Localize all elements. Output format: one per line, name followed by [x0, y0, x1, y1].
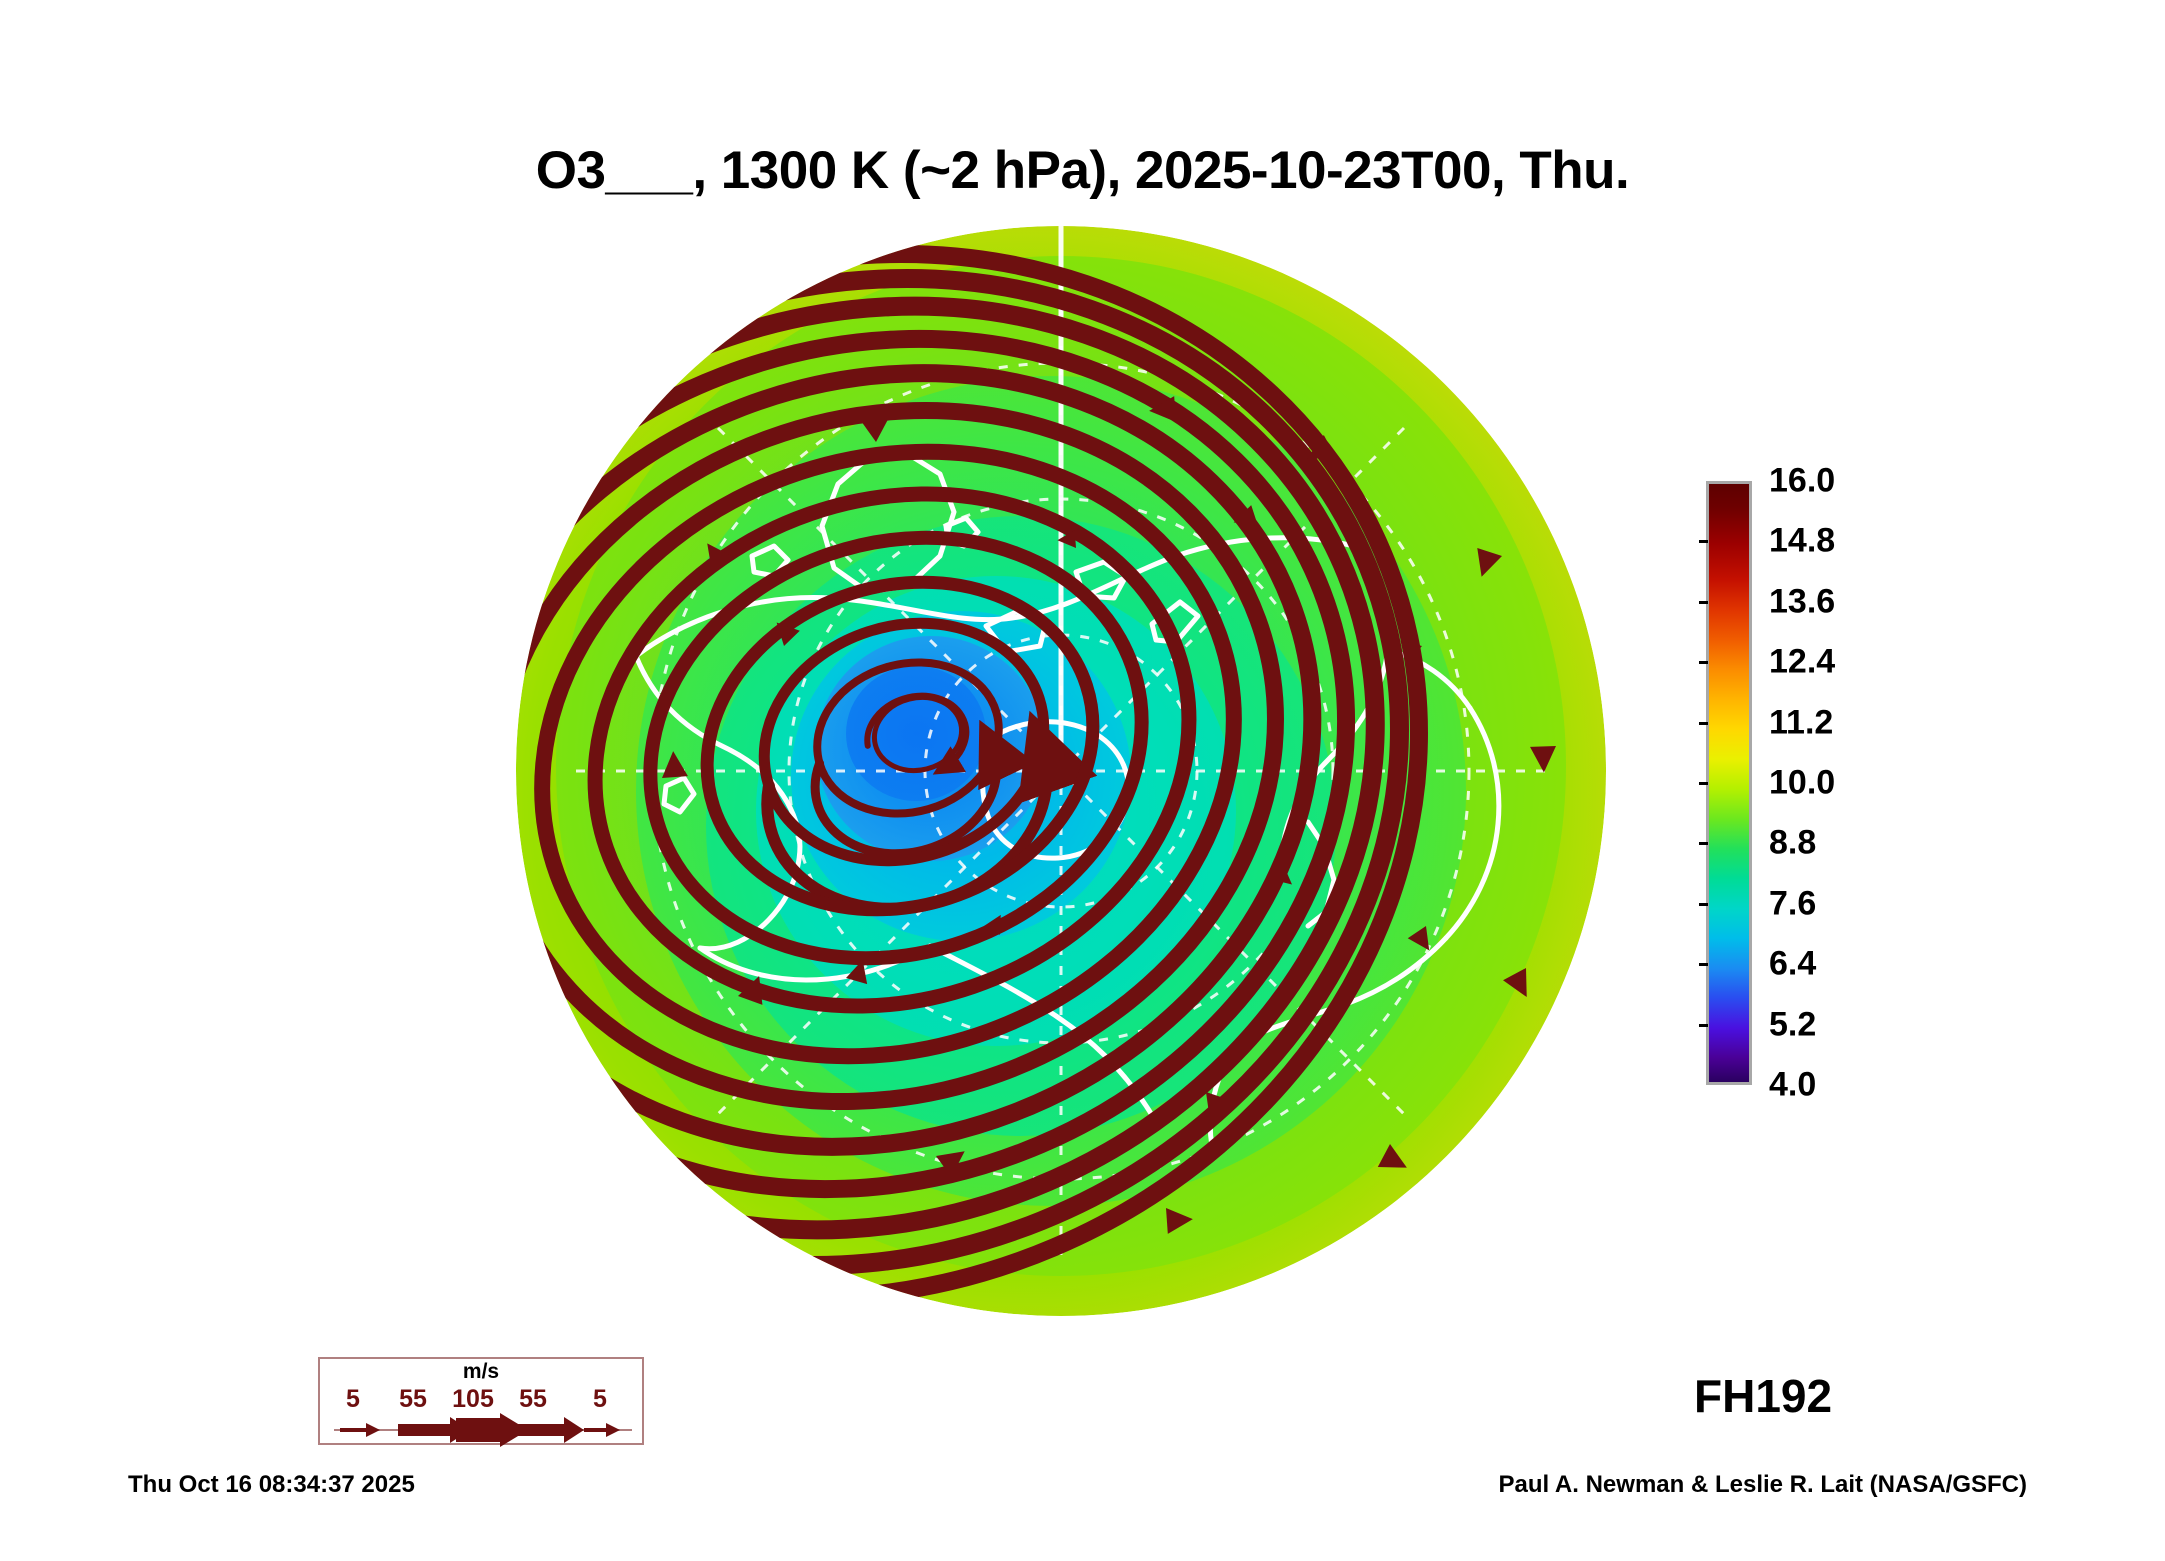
colorbar: [1706, 481, 1752, 1085]
colorbar-tick: [1699, 963, 1708, 967]
colorbar-tick: [1699, 782, 1708, 785]
polar-map: [516, 226, 1606, 1316]
wind-legend-tick-label: 5: [593, 1385, 607, 1413]
page-title: O3___, 1300 K (~2 hPa), 2025-10-23T00, T…: [535, 141, 1630, 200]
wind-legend-tick-label: 5: [346, 1385, 360, 1413]
colorbar-tick: [1699, 842, 1708, 846]
colorbar-tick: [1699, 540, 1708, 544]
wind-legend-units: m/s: [462, 1360, 500, 1383]
colorbar-gradient: [1709, 484, 1749, 1082]
wind-legend-tick-label: 55: [399, 1385, 427, 1413]
colorbar-tick-label: 12.4: [1769, 642, 1836, 681]
colorbar-tick-label: 11.2: [1769, 703, 1834, 742]
colorbar-tick-label: 4.0: [1769, 1065, 1817, 1104]
colorbar-tick: [1699, 600, 1708, 604]
author-credit: Paul A. Newman & Leslie R. Lait (NASA/GS…: [1498, 1471, 2027, 1498]
colorbar-tick: [1699, 902, 1708, 906]
wind-speed-legend: m/s 5 55 105 55 5: [318, 1357, 644, 1447]
colorbar-tick: [1699, 661, 1708, 665]
colorbar-tick-label: 8.8: [1769, 823, 1817, 862]
colorbar-tick-label: 10.0: [1769, 763, 1836, 802]
forecast-hour-label: FH192: [1694, 1370, 1833, 1422]
colorbar-tick-label: 6.4: [1769, 944, 1817, 983]
colorbar-tick-label: 5.2: [1769, 1005, 1817, 1044]
colorbar-tick-label: 7.6: [1769, 884, 1817, 923]
colorbar-tick-label: 13.6: [1769, 582, 1836, 621]
wind-legend-arrows: [334, 1413, 632, 1447]
colorbar-tick-label: 14.8: [1769, 521, 1836, 560]
colorbar-tick: [1699, 721, 1708, 725]
wind-legend-tick-label: 105: [452, 1385, 494, 1413]
generation-timestamp: Thu Oct 16 08:34:37 2025: [128, 1471, 415, 1498]
wind-legend-ticks: 5 55 105 55 5: [320, 1385, 642, 1413]
globe-disc: [516, 226, 1606, 1316]
colorbar-tick-label: 16.0: [1769, 461, 1836, 500]
wind-streamlines: [516, 245, 1556, 1307]
colorbar-tick: [1699, 1023, 1708, 1027]
wind-legend-tick-label: 55: [519, 1385, 547, 1413]
